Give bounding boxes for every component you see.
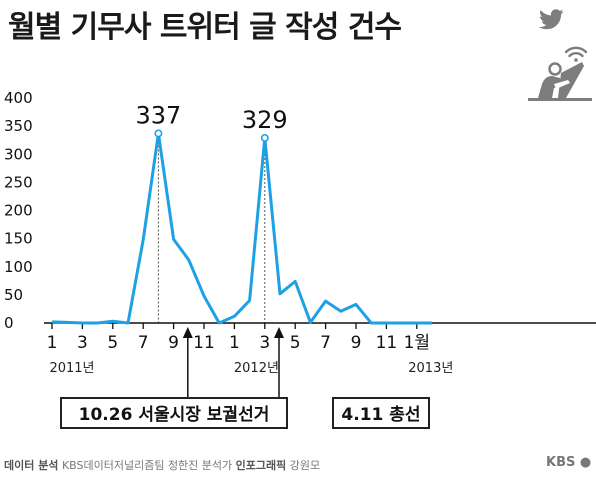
event-label-by-election: 10.26 서울시장 보궐선거 [60,397,288,429]
peak-label: 337 [135,101,181,129]
x-tick-label: 11 [376,333,398,353]
wifi-icon [564,46,588,62]
x-tick-label: 7 [320,333,331,353]
y-tick-label-150: 150 [4,230,33,248]
year-label: 2013년 [408,361,453,376]
x-tick-label: 1 [47,333,58,353]
x-axis-ticks [51,323,418,329]
peak-marker [154,129,163,138]
year-label: 2012년 [234,361,279,376]
event-arrows [182,327,284,397]
x-tick-label: 3 [77,333,88,353]
peak-label: 329 [242,106,288,134]
twitter-bird-icon [539,9,564,30]
x-tick-label: 5 [107,333,118,353]
x-tick-label: 9 [168,333,179,353]
x-axis-labels: 1 3 5 7 9 11 1 3 5 7 9 11 1월 [47,333,430,353]
y-tick-label-200: 200 [4,202,33,220]
x-tick-label: 1 [229,333,240,353]
x-tick-label: 5 [290,333,301,353]
event-arrow-head [182,327,193,338]
credit-infographic-label: 인포그래픽 [235,459,287,472]
y-tick-label-250: 250 [4,173,33,191]
y-tick-label-0: 0 [4,314,14,332]
credit-infographic-text: 강원모 [289,459,321,472]
series-group [51,129,432,325]
y-tick-label-50: 50 [4,286,23,304]
event-label-general-election: 4.11 총선 [332,397,430,429]
x-tick-label: 9 [351,333,362,353]
peak-guides [157,137,266,323]
kbs-logo: KBS ● [546,455,591,470]
kbs-logo-mark-icon: ● [579,455,592,470]
peak-labels: 337 329 [135,101,287,134]
x-tick-label: 11 [193,333,215,353]
event-arrow-head [274,327,284,338]
y-tick-label-100: 100 [4,258,33,276]
x-tick-label: 3 [259,333,270,353]
credit-data-analysis-label: 데이터 분석 [4,459,59,472]
chart-title: 월별 기무사 트위터 글 작성 건수 [8,10,402,45]
year-label: 2011년 [49,361,94,376]
person-at-laptop-icon [528,62,592,101]
x-axis-year-labels: 2011년 2012년 2013년 [49,361,453,376]
footer-credit: 데이터 분석 KBS데이터저널리즘팀 정한진 분석가 인포그래픽 강원모 [4,457,320,473]
y-tick-label-300: 300 [4,145,33,163]
kbs-logo-text: KBS [546,455,576,470]
header-illustration [528,9,592,101]
x-tick-label: 1월 [404,333,430,353]
y-axis-labels: 0 50 100 150 200 250 300 350 400 [4,89,33,332]
peak-marker [260,133,269,142]
credit-data-analysis-text: KBS데이터저널리즘팀 정한진 분석가 [61,459,233,472]
y-tick-label-350: 350 [4,117,33,135]
series-line [51,131,432,325]
x-tick-label: 7 [138,333,149,353]
y-tick-label-400: 400 [4,89,33,107]
